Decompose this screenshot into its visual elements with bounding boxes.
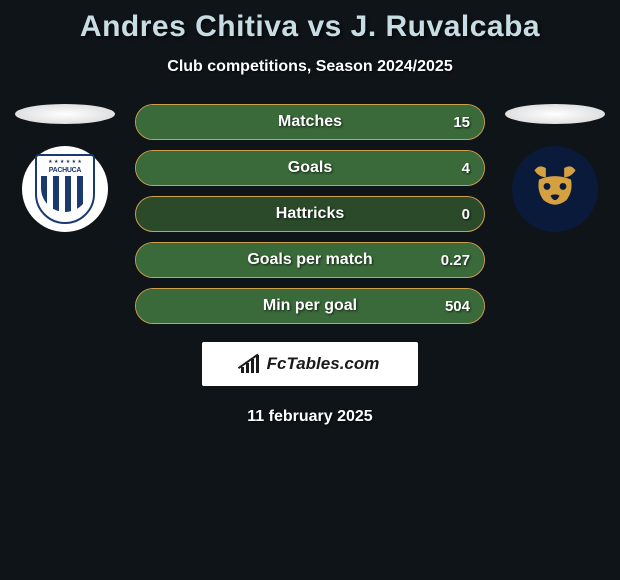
stat-value-right: 4	[462, 160, 470, 177]
season-subtitle: Club competitions, Season 2024/2025	[0, 58, 620, 76]
stat-value-right: 15	[453, 114, 470, 131]
right-player-column	[505, 104, 605, 232]
pumas-crest	[523, 157, 587, 221]
stat-row-hattricks: Hattricks 0	[135, 196, 485, 232]
left-club-logo[interactable]: ★ ★ ★ ★ ★ ★ PACHUCA	[22, 146, 108, 232]
right-club-logo[interactable]	[512, 146, 598, 232]
stat-label: Hattricks	[276, 205, 344, 223]
pachuca-stars-icon: ★ ★ ★ ★ ★ ★	[48, 160, 82, 165]
stat-value-right: 504	[445, 298, 470, 315]
stat-row-goals-per-match: Goals per match 0.27	[135, 242, 485, 278]
right-player-photo-placeholder	[505, 104, 605, 124]
stat-label: Matches	[278, 113, 342, 131]
left-player-photo-placeholder	[15, 104, 115, 124]
date-label: 11 february 2025	[0, 408, 620, 426]
pumas-face-icon	[523, 159, 587, 218]
stat-value-right: 0	[462, 206, 470, 223]
stat-label: Goals per match	[247, 251, 372, 269]
brand-link[interactable]: FcTables.com	[202, 342, 418, 386]
pachuca-stripes-icon	[41, 176, 89, 212]
stats-column: Matches 15 Goals 4 Hattricks 0	[135, 104, 485, 324]
left-player-column: ★ ★ ★ ★ ★ ★ PACHUCA	[15, 104, 115, 232]
main-row: ★ ★ ★ ★ ★ ★ PACHUCA Matches 15 Goals 4	[0, 104, 620, 324]
pachuca-crest-text: PACHUCA	[49, 167, 81, 174]
comparison-card: Andres Chitiva vs J. Ruvalcaba Club comp…	[0, 0, 620, 426]
stat-value-right: 0.27	[441, 252, 470, 269]
page-title: Andres Chitiva vs J. Ruvalcaba	[0, 10, 620, 44]
stat-label: Min per goal	[263, 297, 357, 315]
stat-row-goals: Goals 4	[135, 150, 485, 186]
stat-row-matches: Matches 15	[135, 104, 485, 140]
brand-chart-icon	[241, 355, 263, 373]
stat-label: Goals	[288, 159, 332, 177]
brand-text: FcTables.com	[267, 354, 380, 374]
stat-row-min-per-goal: Min per goal 504	[135, 288, 485, 324]
pachuca-crest: ★ ★ ★ ★ ★ ★ PACHUCA	[35, 154, 95, 224]
